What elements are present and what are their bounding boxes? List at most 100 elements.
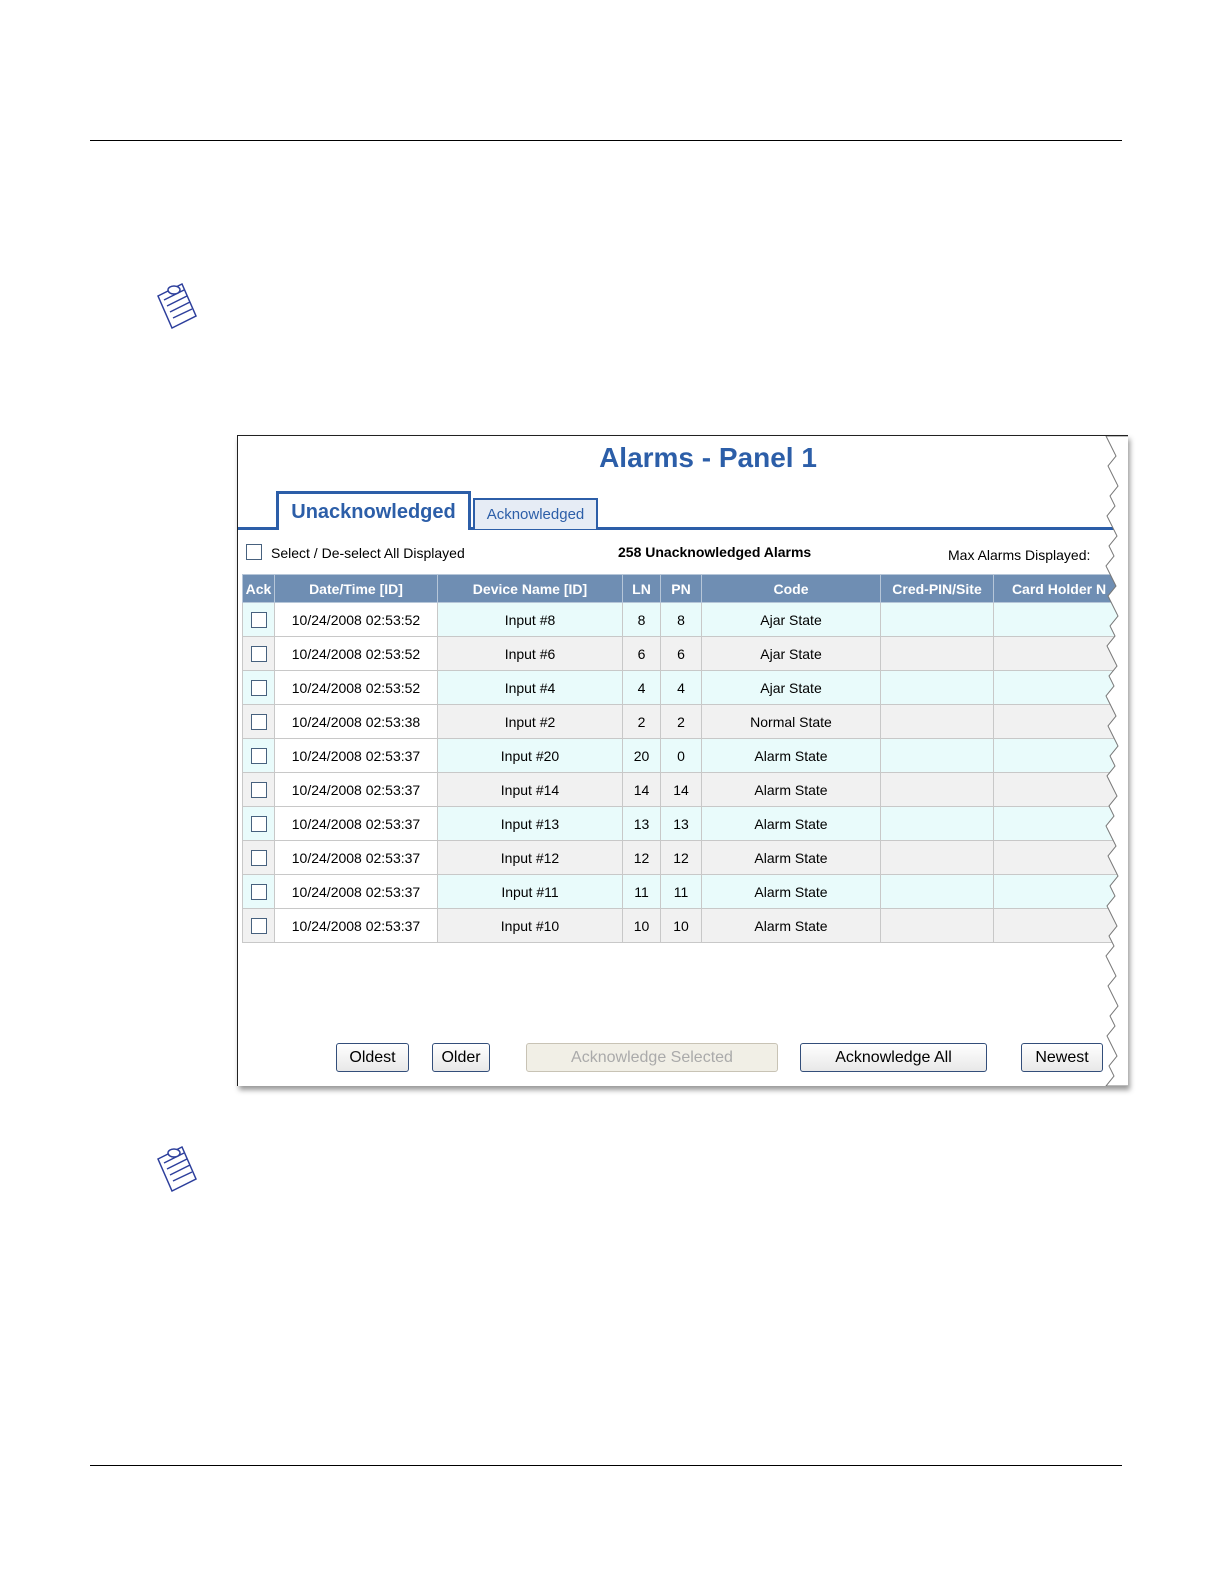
cell bbox=[993, 636, 1125, 671]
ack-cell bbox=[242, 908, 275, 943]
note-icon bbox=[157, 1145, 197, 1193]
table-row: 10/24/2008 02:53:37 Input #14 14 14 Alarm St… bbox=[242, 772, 1125, 807]
cell: 12 bbox=[660, 840, 702, 875]
cell bbox=[880, 636, 994, 671]
checkbox[interactable] bbox=[250, 816, 267, 833]
tab[interactable]: Acknowledged bbox=[473, 498, 598, 529]
alarms-table: Ack Date/Time [ID] Device Name [ID] LN PN Cod… bbox=[242, 574, 1125, 943]
cell: 14 bbox=[622, 772, 661, 807]
ack-cell bbox=[242, 602, 275, 637]
max-label: Max Alarms Displayed: bbox=[948, 547, 1091, 563]
select-all-label[interactable]: Select / De-select All Displayed bbox=[271, 545, 465, 561]
cell: Input #12 bbox=[437, 840, 623, 875]
button[interactable]: Newest bbox=[1021, 1043, 1103, 1072]
cell: 13 bbox=[660, 806, 702, 841]
column-header: LN bbox=[622, 574, 661, 603]
column-header: Ack bbox=[242, 574, 275, 603]
checkbox[interactable] bbox=[250, 782, 267, 799]
checkbox[interactable] bbox=[250, 748, 267, 765]
cell bbox=[880, 738, 994, 773]
cell: Ajar State bbox=[701, 670, 881, 705]
tab-active[interactable]: Unacknowledged bbox=[276, 491, 471, 530]
cell: 10/24/2008 02:53:38 bbox=[274, 704, 438, 739]
cell: 4 bbox=[660, 670, 702, 705]
checkbox[interactable] bbox=[250, 918, 267, 935]
cell: 10/24/2008 02:53:37 bbox=[274, 840, 438, 875]
column-header: Card Holder N bbox=[993, 574, 1125, 603]
table-row: 10/24/2008 02:53:37 Input #10 10 10 Alarm St… bbox=[242, 908, 1125, 943]
top-rule bbox=[90, 140, 1122, 141]
ack-cell bbox=[242, 704, 275, 739]
cell: Alarm State bbox=[701, 874, 881, 909]
column-header: Code bbox=[701, 574, 881, 603]
cell bbox=[993, 704, 1125, 739]
cell: 10/24/2008 02:53:37 bbox=[274, 772, 438, 807]
cell: 0 bbox=[660, 738, 702, 773]
cell: Alarm State bbox=[701, 806, 881, 841]
button[interactable]: Oldest bbox=[336, 1043, 409, 1072]
cell: Ajar State bbox=[701, 602, 881, 637]
cell bbox=[880, 602, 994, 637]
cell: Input #10 bbox=[437, 908, 623, 943]
table-row: 10/24/2008 02:53:52 Input #4 4 4 Ajar State bbox=[242, 670, 1125, 705]
checkbox[interactable] bbox=[250, 884, 267, 901]
cell: 8 bbox=[622, 602, 661, 637]
button[interactable]: Older bbox=[432, 1043, 490, 1072]
checkbox[interactable] bbox=[250, 646, 267, 663]
cell: 8 bbox=[660, 602, 702, 637]
cell bbox=[993, 772, 1125, 807]
table-row: 10/24/2008 02:53:37 Input #20 20 0 Alarm Sta… bbox=[242, 738, 1125, 773]
checkbox[interactable] bbox=[250, 850, 267, 867]
cell: Input #20 bbox=[437, 738, 623, 773]
cell: 10/24/2008 02:53:52 bbox=[274, 636, 438, 671]
ack-cell bbox=[242, 840, 275, 875]
alarms-window: Alarms - Panel 1 Unacknowledged Acknowle… bbox=[237, 435, 1128, 1086]
cell: 12 bbox=[622, 840, 661, 875]
cell: 10/24/2008 02:53:37 bbox=[274, 738, 438, 773]
cell bbox=[993, 602, 1125, 637]
cell: 10/24/2008 02:53:37 bbox=[274, 806, 438, 841]
cell bbox=[880, 874, 994, 909]
ack-cell bbox=[242, 874, 275, 909]
cell: 4 bbox=[622, 670, 661, 705]
ack-cell bbox=[242, 636, 275, 671]
cell: 6 bbox=[622, 636, 661, 671]
cell: Input #13 bbox=[437, 806, 623, 841]
cell: Normal State bbox=[701, 704, 881, 739]
cell bbox=[993, 908, 1125, 943]
cell: 20 bbox=[622, 738, 661, 773]
button[interactable]: Acknowledge All bbox=[800, 1043, 987, 1072]
cell bbox=[993, 874, 1125, 909]
cell: Input #6 bbox=[437, 636, 623, 671]
cell: Alarm State bbox=[701, 738, 881, 773]
cell: 10 bbox=[660, 908, 702, 943]
cell: 11 bbox=[660, 874, 702, 909]
note-icon bbox=[157, 282, 197, 330]
cell: Alarm State bbox=[701, 840, 881, 875]
cell bbox=[880, 840, 994, 875]
cell: 10/24/2008 02:53:52 bbox=[274, 670, 438, 705]
column-header: Cred-PIN/Site bbox=[880, 574, 994, 603]
cell: 10/24/2008 02:53:52 bbox=[274, 602, 438, 637]
cell: Input #2 bbox=[437, 704, 623, 739]
cell bbox=[993, 738, 1125, 773]
ack-cell bbox=[242, 806, 275, 841]
bottom-rule bbox=[90, 1465, 1122, 1466]
cell: Input #4 bbox=[437, 670, 623, 705]
cell: 2 bbox=[660, 704, 702, 739]
checkbox[interactable] bbox=[250, 680, 267, 697]
cell: 13 bbox=[622, 806, 661, 841]
cell: Input #8 bbox=[437, 602, 623, 637]
count-label: 258 Unacknowledged Alarms bbox=[618, 544, 812, 560]
torn-edge bbox=[1105, 436, 1128, 1086]
cell: 10/24/2008 02:53:37 bbox=[274, 908, 438, 943]
cell bbox=[880, 772, 994, 807]
table-row: 10/24/2008 02:53:38 Input #2 2 2 Normal Stat… bbox=[242, 704, 1125, 739]
checkbox[interactable] bbox=[250, 714, 267, 731]
checkbox[interactable] bbox=[246, 544, 262, 560]
cell bbox=[880, 704, 994, 739]
cell: Alarm State bbox=[701, 772, 881, 807]
checkbox[interactable] bbox=[250, 612, 267, 629]
column-header: Device Name [ID] bbox=[437, 574, 623, 603]
